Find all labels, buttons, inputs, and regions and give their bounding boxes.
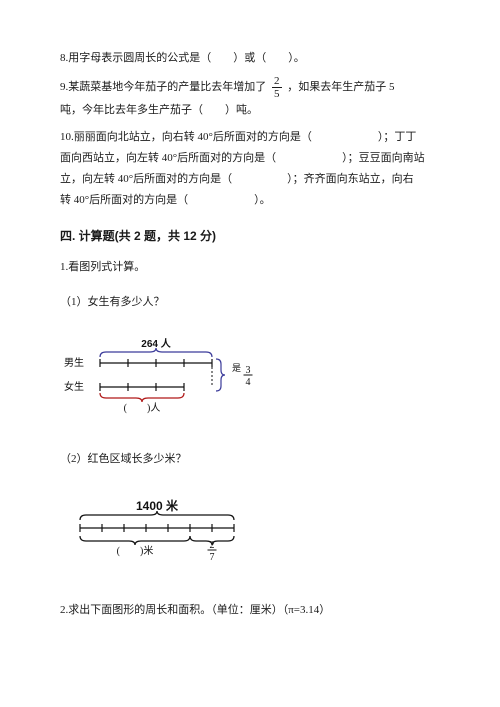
- page: 8.用字母表示圆周长的公式是（ ）或（ ）。 9.某蔬菜基地今年茄子的产量比去年…: [0, 0, 500, 707]
- svg-text:1400 米: 1400 米: [136, 498, 179, 513]
- svg-text:3: 3: [246, 365, 251, 376]
- q10-l2: 面向西站立，向左转 40°后所面对的方向是（ ）；豆豆面向南站: [60, 148, 440, 169]
- question-9: 9.某蔬菜基地今年茄子的产量比去年增加了 2 5 ，如果去年生产茄子 5 吨，今…: [60, 75, 440, 121]
- q10-l1: 10.丽丽面向北站立，向右转 40°后所面对的方向是（ ）；丁丁: [60, 127, 440, 148]
- svg-text:女生: 女生: [64, 380, 84, 393]
- q4-1-part1-label: （1）女生有多少人？: [60, 292, 440, 313]
- diagram-2-svg: 1400 米 ( )米 27: [60, 488, 260, 568]
- svg-text:男生: 男生: [64, 356, 84, 369]
- q4-1-part2-label: （2）红色区域长多少米？: [60, 449, 440, 470]
- q9-line2: 吨，今年比去年多生产茄子（ ）吨。: [60, 100, 440, 121]
- svg-text:264 人: 264 人: [141, 337, 171, 350]
- q9-fraction: 2 5: [272, 75, 282, 100]
- q9-mid: ，如果去年生产茄子 5: [287, 81, 394, 93]
- question-10: 10.丽丽面向北站立，向右转 40°后所面对的方向是（ ）；丁丁 面向西站立，向…: [60, 127, 440, 211]
- svg-text:7: 7: [210, 552, 215, 563]
- diagram-1-svg: 男生女生 264 人 ( )人 是34: [60, 331, 260, 421]
- q9-frac-den: 5: [272, 88, 282, 100]
- section-4-title: 四. 计算题(共 2 题，共 12 分): [60, 225, 440, 248]
- q9-prefix: 9.某蔬菜基地今年茄子的产量比去年增加了: [60, 81, 266, 93]
- svg-text:( )米: ( )米: [117, 544, 154, 557]
- q9-frac-num: 2: [272, 75, 282, 88]
- q10-l3: 立，向左转 40°后所面对的方向是（ ）；齐齐面向东站立，向右: [60, 169, 440, 190]
- diagram-2: 1400 米 ( )米 27: [60, 488, 440, 568]
- question-8: 8.用字母表示圆周长的公式是（ ）或（ ）。: [60, 48, 440, 69]
- q8-text: 8.用字母表示圆周长的公式是（ ）或（ ）。: [60, 52, 305, 64]
- svg-text:( )人: ( )人: [124, 402, 161, 414]
- svg-text:4: 4: [246, 377, 251, 388]
- diagram-1: 男生女生 264 人 ( )人 是34: [60, 331, 440, 421]
- q10-l4: 转 40°后所面对的方向是（ ）。: [60, 190, 440, 211]
- svg-text:是: 是: [232, 363, 241, 373]
- q4-1-title: 1.看图列式计算。: [60, 257, 440, 278]
- q4-2-title: 2.求出下面图形的周长和面积。（单位：厘米）（π=3.14）: [60, 600, 440, 621]
- svg-text:2: 2: [210, 540, 215, 551]
